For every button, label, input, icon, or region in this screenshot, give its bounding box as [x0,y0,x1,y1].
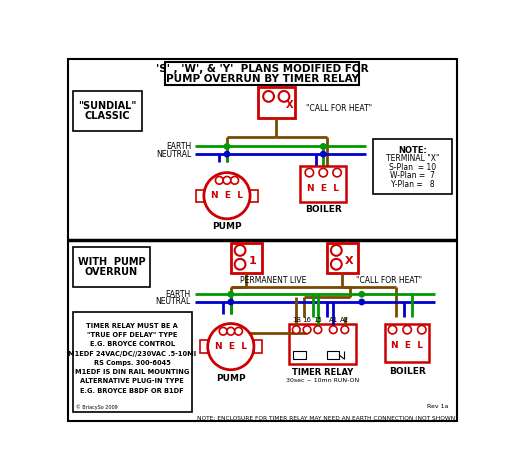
Bar [327,243,358,274]
Text: N  E  L: N E L [215,342,247,351]
Text: S-Plan  = 10: S-Plan = 10 [389,163,436,172]
Circle shape [204,173,250,219]
Circle shape [279,91,289,102]
Circle shape [329,326,337,334]
Text: "TRUE OFF DELAY" TYPE: "TRUE OFF DELAY" TYPE [87,332,178,338]
Circle shape [319,169,328,177]
Bar [300,167,346,202]
Text: 1: 1 [248,256,257,266]
Text: PUMP OVERRUN BY TIMER RELAY: PUMP OVERRUN BY TIMER RELAY [166,74,359,84]
Circle shape [341,326,349,334]
Text: Rev 1a: Rev 1a [426,404,448,409]
Bar [293,351,306,359]
Text: TIMER RELAY MUST BE A: TIMER RELAY MUST BE A [87,323,178,329]
Circle shape [219,327,227,335]
Circle shape [388,326,397,334]
Text: OVERRUN: OVERRUN [85,267,138,277]
Text: PUMP: PUMP [212,222,242,231]
Text: PERMANENT LIVE: PERMANENT LIVE [240,276,306,285]
Text: EARTH: EARTH [166,142,191,151]
Bar [250,189,258,202]
Text: NEUTRAL: NEUTRAL [156,149,191,159]
Circle shape [359,292,365,297]
Text: N  E  L: N E L [211,191,243,200]
Circle shape [263,91,274,102]
Text: 18: 18 [292,317,301,324]
Text: NOTE:: NOTE: [398,146,427,155]
Text: NOTE: ENCLOSURE FOR TIMER RELAY MAY NEED AN EARTH CONNECTION (NOT SHOWN): NOTE: ENCLOSURE FOR TIMER RELAY MAY NEED… [197,416,457,421]
Bar [73,247,150,287]
Text: PUMP: PUMP [216,375,246,384]
Circle shape [231,177,239,184]
Text: EARTH: EARTH [165,290,191,299]
Circle shape [359,299,365,305]
Circle shape [403,326,412,334]
Bar [200,340,208,353]
Text: BOILER: BOILER [305,205,342,214]
Text: 30sec ~ 10mn RUN-ON: 30sec ~ 10mn RUN-ON [286,378,359,383]
Circle shape [228,292,233,297]
Text: N  E  L: N E L [307,184,339,192]
Text: M1EDF IS DIN RAIL MOUNTING: M1EDF IS DIN RAIL MOUNTING [75,369,189,375]
Text: ALTERNATIVE PLUG-IN TYPE: ALTERNATIVE PLUG-IN TYPE [80,378,184,384]
Circle shape [224,144,230,149]
Text: CLASSIC: CLASSIC [85,111,131,121]
Circle shape [321,151,326,157]
Circle shape [292,326,300,334]
Circle shape [228,299,233,305]
Circle shape [208,324,254,370]
Circle shape [314,326,322,334]
Text: "SUNDIAL": "SUNDIAL" [78,101,137,111]
Bar [73,312,193,412]
Circle shape [331,259,342,269]
Circle shape [227,327,234,335]
Bar [73,91,142,131]
Text: X: X [345,256,353,266]
Circle shape [223,177,231,184]
Bar [327,351,339,359]
Circle shape [331,245,342,256]
Text: "CALL FOR HEAT": "CALL FOR HEAT" [356,276,422,285]
Bar [165,62,359,85]
Circle shape [234,245,245,256]
Bar [254,340,262,353]
Text: X: X [286,100,293,110]
Bar [373,139,452,194]
Bar [385,324,430,362]
Text: 15: 15 [313,317,322,324]
Text: N  E  L: N E L [391,341,423,349]
Circle shape [418,326,426,334]
Text: "CALL FOR HEAT": "CALL FOR HEAT" [306,104,372,113]
Text: TERMINAL "X": TERMINAL "X" [386,154,439,163]
Text: E.G. BROYCE B8DF OR B1DF: E.G. BROYCE B8DF OR B1DF [80,387,184,394]
Text: A2: A2 [340,317,349,324]
Circle shape [224,151,230,157]
Bar [196,189,204,202]
Circle shape [305,169,314,177]
Text: NEUTRAL: NEUTRAL [156,298,191,307]
Circle shape [333,169,342,177]
Bar [258,87,295,118]
Bar [289,324,356,364]
Text: 16: 16 [303,317,312,324]
Circle shape [234,327,242,335]
Text: © BriacySo 2009: © BriacySo 2009 [76,404,118,409]
Text: RS Comps. 300-6045: RS Comps. 300-6045 [94,360,170,366]
Bar [231,243,262,274]
Text: BOILER: BOILER [389,367,425,376]
Text: E.G. BROYCE CONTROL: E.G. BROYCE CONTROL [90,341,175,347]
Circle shape [234,259,245,269]
Circle shape [321,144,326,149]
Text: M1EDF 24VAC/DC//230VAC .5-10MI: M1EDF 24VAC/DC//230VAC .5-10MI [68,350,197,357]
Circle shape [303,326,311,334]
Text: A1: A1 [329,317,338,324]
Text: 'S' , 'W', & 'Y'  PLANS MODIFIED FOR: 'S' , 'W', & 'Y' PLANS MODIFIED FOR [156,64,369,74]
Text: TIMER RELAY: TIMER RELAY [292,368,353,377]
Text: Y-Plan =   8: Y-Plan = 8 [391,179,434,188]
Circle shape [216,177,223,184]
Text: W-Plan =  7: W-Plan = 7 [390,171,435,180]
Text: WITH  PUMP: WITH PUMP [78,257,145,267]
